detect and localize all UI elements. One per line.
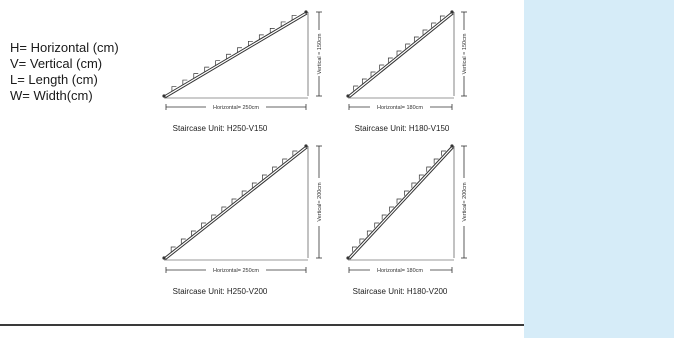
bottom-connector	[346, 94, 350, 98]
vertical-dimension-label: Vertical = 150cm	[462, 33, 468, 74]
legend-vertical: V= Vertical (cm)	[10, 56, 103, 71]
step	[258, 34, 264, 40]
staircase-drawing	[346, 144, 455, 261]
step	[396, 50, 402, 56]
step	[171, 86, 177, 92]
step	[191, 230, 196, 236]
step	[201, 222, 207, 228]
step	[226, 53, 232, 60]
step	[221, 206, 227, 212]
step	[431, 22, 437, 28]
step	[374, 222, 380, 228]
step	[248, 40, 253, 47]
step	[280, 21, 286, 27]
step	[193, 73, 199, 79]
step	[237, 47, 242, 53]
stringer-lower	[349, 13, 454, 99]
step	[381, 214, 387, 220]
legend-horizontal: H= Horizontal (cm)	[10, 40, 119, 55]
vertical-dimension-label: Vertical= 200cm	[462, 182, 468, 222]
vertical-dimension-label: Vertical= 200cm	[317, 182, 323, 222]
bottom-connector	[162, 94, 166, 98]
step	[366, 230, 372, 236]
staircase-drawing	[346, 10, 455, 99]
legend-length: L= Length (cm)	[10, 72, 98, 87]
step	[272, 166, 278, 172]
unit-caption: Staircase Unit: H180-V200	[353, 287, 448, 296]
step	[379, 64, 385, 70]
step	[291, 15, 297, 21]
stringer-lower	[164, 13, 308, 99]
stringer-upper	[347, 11, 453, 97]
horizontal-dimension-label: Horizontal= 250cm	[213, 105, 259, 111]
side-panel	[524, 0, 674, 338]
step	[411, 182, 417, 188]
step	[262, 174, 267, 180]
staircase-drawing	[162, 144, 309, 261]
horizontal-dimension-label: Horizontal= 180cm	[377, 105, 423, 111]
step	[359, 238, 365, 244]
top-connector	[304, 144, 308, 148]
bottom-connector	[162, 256, 166, 260]
unit-caption: Staircase Unit: H250-V150	[173, 124, 268, 133]
step	[426, 166, 432, 172]
step	[170, 246, 176, 252]
unit-caption: Staircase Unit: H250-V200	[173, 287, 268, 296]
staircase-diagrams: Vertical = 150cm Horizontal= 250cm Stair…	[162, 10, 468, 296]
step	[241, 190, 247, 196]
bottom-connector	[346, 256, 350, 260]
stringer-upper	[163, 145, 307, 259]
step	[418, 174, 424, 180]
top-connector	[450, 10, 454, 14]
step	[396, 198, 402, 204]
staircase-unit-h250-v150: Vertical = 150cm Horizontal= 250cm Stair…	[162, 10, 323, 133]
step	[387, 57, 393, 63]
step	[404, 190, 409, 196]
bottom-divider	[0, 324, 524, 326]
vertical-dimension-label: Vertical = 150cm	[317, 33, 323, 74]
step	[413, 36, 419, 42]
stringer-upper	[163, 11, 307, 97]
step	[251, 182, 257, 188]
step	[269, 28, 275, 34]
stringer-lower	[165, 147, 308, 261]
stringer-lower	[349, 147, 454, 260]
stringer-upper	[347, 145, 453, 259]
staircase-unit-h180-v200: Vertical= 200cm Horizontal= 180cm Stairc…	[346, 144, 468, 296]
top-connector	[450, 144, 454, 148]
step	[433, 158, 439, 164]
step	[282, 158, 288, 164]
step	[405, 43, 411, 49]
step	[231, 198, 237, 204]
step	[439, 15, 445, 21]
staircase-unit-h250-v200: Vertical= 200cm Horizontal= 250cm Stairc…	[162, 144, 323, 296]
staircase-unit-h180-v150: Vertical = 150cm Horizontal= 180cm Stair…	[346, 10, 468, 133]
step	[389, 206, 395, 212]
step	[422, 29, 428, 35]
horizontal-dimension-label: Horizontal= 180cm	[377, 268, 423, 274]
step	[204, 66, 210, 72]
step	[370, 71, 376, 77]
step	[211, 214, 217, 220]
step	[292, 150, 298, 156]
legend: H= Horizontal (cm) V= Vertical (cm) L= L…	[10, 40, 119, 104]
step	[352, 246, 357, 252]
unit-caption: Staircase Unit: H180-V150	[355, 124, 450, 133]
horizontal-dimension-label: Horizontal= 250cm	[213, 268, 259, 274]
staircase-drawing	[162, 10, 309, 99]
step	[182, 79, 188, 85]
step	[361, 78, 367, 84]
top-connector	[304, 10, 308, 14]
step	[215, 60, 221, 66]
step	[180, 238, 186, 244]
step	[353, 85, 359, 91]
legend-width: W= Width(cm)	[10, 88, 93, 103]
step	[441, 150, 447, 156]
